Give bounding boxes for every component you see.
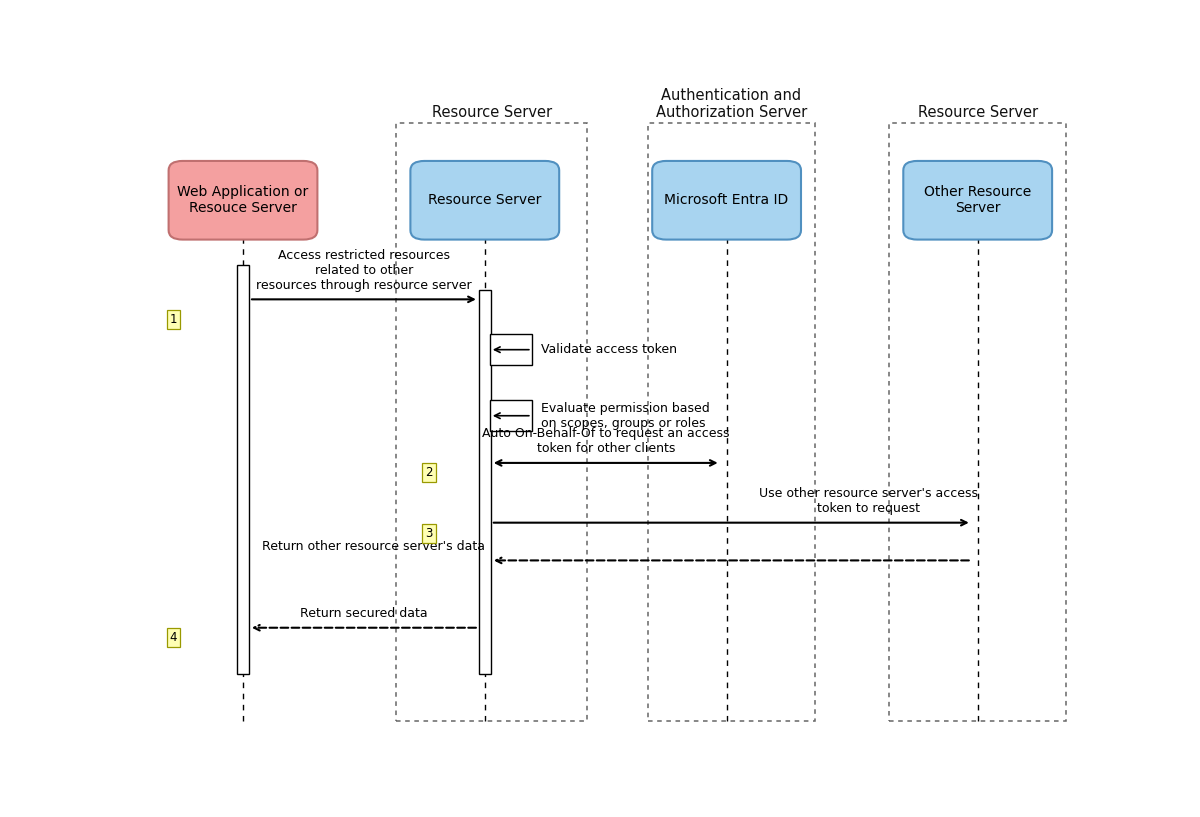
FancyBboxPatch shape [904,161,1052,239]
Text: Evaluate permission based
on scopes, groups or roles: Evaluate permission based on scopes, gro… [541,402,710,430]
Text: Authentication and
Authorization Server: Authentication and Authorization Server [655,87,806,120]
Text: Return other resource server's data: Return other resource server's data [262,540,485,553]
FancyBboxPatch shape [168,161,317,239]
FancyBboxPatch shape [410,161,559,239]
Bar [479,290,491,674]
Bar [490,334,532,365]
Text: Resource Server: Resource Server [432,105,552,120]
Text: Return secured data: Return secured data [300,607,427,620]
Text: Web Application or
Resouce Server: Web Application or Resouce Server [178,185,308,216]
Text: Access restricted resources
related to other
resources through resource server: Access restricted resources related to o… [256,249,472,292]
Text: 1: 1 [169,313,178,326]
Text: Validate access token: Validate access token [541,343,677,356]
Text: Resource Server: Resource Server [918,105,1038,120]
Bar [490,400,532,431]
Text: 4: 4 [169,632,178,645]
Text: 3: 3 [425,527,433,540]
Bar [236,265,250,674]
Text: Other Resource
Server: Other Resource Server [924,185,1031,216]
Text: Microsoft Entra ID: Microsoft Entra ID [665,194,788,208]
Text: 2: 2 [425,466,433,479]
Text: Use other resource server's access
token to request: Use other resource server's access token… [758,487,978,516]
FancyBboxPatch shape [653,161,802,239]
Text: Auto On-Behalf-Of to request an access
token for other clients: Auto On-Behalf-Of to request an access t… [482,427,730,455]
Text: Resource Server: Resource Server [428,194,541,208]
